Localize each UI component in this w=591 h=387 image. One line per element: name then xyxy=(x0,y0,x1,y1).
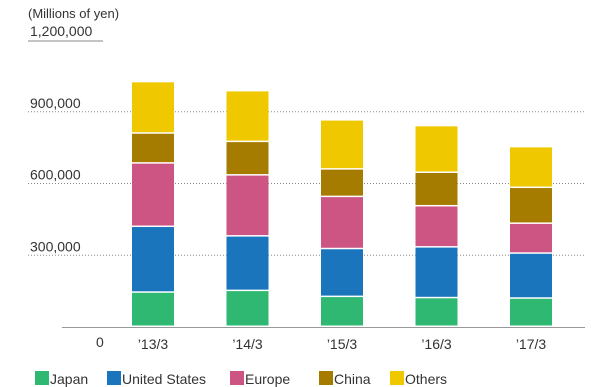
bar-segment xyxy=(415,247,458,297)
y-tick-label: 300,000 xyxy=(30,238,81,254)
y-tick-label: 900,000 xyxy=(30,95,81,111)
y-tick-label: 1,200,000 xyxy=(30,23,92,39)
bar-segment xyxy=(132,82,174,133)
legend-swatch xyxy=(319,371,333,385)
bar-segment xyxy=(415,172,458,205)
bar-segment xyxy=(415,298,458,326)
bar-segment xyxy=(132,133,174,163)
y-tick-label: 0 xyxy=(96,334,104,350)
bar-segment xyxy=(321,297,363,326)
x-tick-label: ’13/3 xyxy=(138,336,169,352)
bar-segment xyxy=(226,175,269,236)
bar-segment xyxy=(132,292,174,326)
bar-segment xyxy=(415,206,458,247)
bar-segment xyxy=(226,236,269,290)
bar-segment xyxy=(226,91,269,141)
bar-segment xyxy=(510,188,552,223)
x-tick-label: ’15/3 xyxy=(327,336,358,352)
bars xyxy=(132,82,552,326)
bar-segment xyxy=(510,298,552,326)
bar-segment xyxy=(321,169,363,196)
legend-swatch xyxy=(107,371,121,385)
bar-segment xyxy=(321,249,363,296)
legend-swatch xyxy=(390,371,404,385)
x-axis-ticks: ’13/3 ’14/3 ’15/3 ’16/3 ’17/3 xyxy=(138,336,547,352)
legend-label: Japan xyxy=(50,371,88,387)
legend-swatch xyxy=(35,371,49,385)
legend: Japan United States Europe China Others xyxy=(35,371,447,387)
bar-segment xyxy=(132,163,174,226)
legend-label: Others xyxy=(405,371,447,387)
bar-segment xyxy=(321,120,363,169)
legend-label: Europe xyxy=(245,371,290,387)
bar-segment xyxy=(510,223,552,253)
x-tick-label: ’16/3 xyxy=(421,336,452,352)
legend-label: China xyxy=(334,371,371,387)
bar-segment xyxy=(226,142,269,175)
bar-segment xyxy=(132,227,174,292)
legend-label: United States xyxy=(122,371,206,387)
bar-segment xyxy=(510,253,552,298)
y-tick-label: 600,000 xyxy=(30,167,81,183)
unit-label: (Millions of yen) xyxy=(28,6,119,21)
bar-segment xyxy=(226,291,269,326)
grid-lines xyxy=(28,40,585,256)
bar-segment xyxy=(510,147,552,187)
x-tick-label: ’17/3 xyxy=(516,336,547,352)
y-axis-ticks: 0 300,000 600,000 900,000 1,200,000 xyxy=(30,23,104,350)
legend-swatch xyxy=(230,371,244,385)
bar-segment xyxy=(321,197,363,248)
x-tick-label: ’14/3 xyxy=(232,336,263,352)
bar-segment xyxy=(415,126,458,172)
